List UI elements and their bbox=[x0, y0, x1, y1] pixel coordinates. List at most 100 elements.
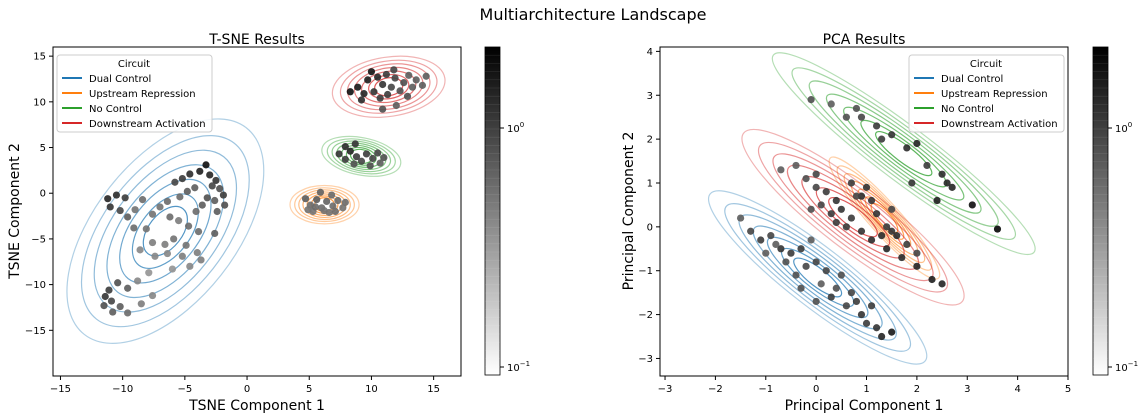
tsne-point-dual-control bbox=[131, 206, 139, 214]
pca-point-downstream-activation bbox=[878, 232, 886, 240]
tsne-point-downstream-activation bbox=[408, 83, 417, 91]
colorbar-label-1e0: 100 bbox=[507, 121, 524, 135]
pca-point-no-control bbox=[872, 122, 881, 130]
pca-point-downstream-activation bbox=[792, 161, 800, 170]
tsne-contour-no-control bbox=[321, 135, 402, 177]
tsne-point-downstream-activation bbox=[396, 87, 404, 95]
pca-point-downstream-activation bbox=[832, 196, 840, 205]
colorbar-label-1e-1: 10−1 bbox=[507, 360, 530, 374]
tsne-x-ticks: −15 −10 −5 0 5 10 15 bbox=[50, 376, 440, 395]
tsne-point-dual-control bbox=[208, 182, 216, 190]
tsne-point-dual-control bbox=[186, 170, 194, 178]
tsne-contour-downstream-activation bbox=[353, 66, 424, 107]
tsne-point-dual-control bbox=[176, 193, 184, 201]
pca-point-dual-control bbox=[888, 328, 896, 336]
pca-point-dual-control bbox=[782, 258, 790, 266]
pca-point-upstream-repression bbox=[903, 240, 911, 248]
legend-box bbox=[56, 54, 213, 133]
tsne-point-dual-control bbox=[133, 277, 142, 285]
pca-x-tick-label: −1 bbox=[758, 384, 773, 395]
pca-point-downstream-activation bbox=[837, 205, 845, 213]
tsne-legend: Circuit Dual Control Upstream Repression… bbox=[56, 54, 213, 133]
tsne-point-downstream-activation bbox=[392, 101, 400, 110]
pca-point-dual-control bbox=[787, 249, 795, 257]
pca-x-label: Principal Component 1 bbox=[785, 398, 944, 414]
tsne-point-dual-control bbox=[216, 185, 224, 193]
tsne-point-upstream-repression bbox=[341, 198, 349, 206]
tsne-contour-no-control bbox=[331, 140, 392, 173]
colorbar-label-1e0: 100 bbox=[1115, 121, 1132, 135]
tsne-point-downstream-activation bbox=[390, 66, 398, 74]
tsne-contour-dual-control bbox=[93, 149, 238, 313]
tsne-contour-upstream-repression bbox=[294, 187, 355, 223]
tsne-point-no-control bbox=[362, 150, 371, 158]
tsne-point-dual-control bbox=[191, 184, 199, 192]
tsne-point-dual-control bbox=[171, 178, 179, 186]
pca-x-tick-label: 0 bbox=[813, 384, 819, 395]
tsne-point-dual-control bbox=[163, 197, 172, 206]
pca-point-upstream-repression bbox=[883, 223, 891, 231]
tsne-point-dual-control bbox=[170, 235, 178, 243]
tsne-y-label: TSNE Component 2 bbox=[7, 143, 23, 280]
pca-point-dual-control bbox=[797, 245, 805, 253]
pca-point-downstream-activation bbox=[862, 183, 871, 191]
pca-x-ticks: −3 −2 −1 0 1 2 3 4 5 bbox=[658, 376, 1071, 395]
tsne-point-dual-control bbox=[105, 286, 113, 294]
tsne-point-downstream-activation bbox=[384, 90, 392, 99]
tsne-point-dual-control bbox=[192, 207, 200, 216]
pca-point-upstream-repression bbox=[872, 210, 881, 218]
pca-point-dual-control bbox=[757, 236, 765, 244]
tsne-x-tick-label: 15 bbox=[427, 384, 440, 395]
pca-point-no-control bbox=[842, 113, 850, 121]
pca-point-no-control bbox=[948, 183, 956, 191]
pca-contour-no-control bbox=[843, 106, 965, 201]
pca-y-tick-label: −3 bbox=[638, 354, 653, 365]
tsne-point-dual-control bbox=[197, 256, 205, 264]
pca-point-downstream-activation bbox=[812, 183, 820, 191]
tsne-point-downstream-activation bbox=[357, 96, 366, 104]
pca-point-downstream-activation bbox=[883, 245, 891, 253]
pca-y-ticks: −3 −2 −1 0 1 2 3 4 bbox=[638, 47, 660, 365]
tsne-point-dual-control bbox=[184, 222, 193, 230]
colorbar-gradient bbox=[484, 46, 501, 376]
pca-legend: Circuit Dual Control Upstream Repression… bbox=[908, 54, 1065, 133]
pca-point-no-control bbox=[938, 170, 946, 178]
tsne-point-upstream-repression bbox=[304, 206, 312, 214]
tsne-point-downstream-activation bbox=[367, 68, 376, 76]
pca-point-downstream-activation bbox=[913, 262, 921, 270]
tsne-x-tick-label: 0 bbox=[244, 384, 250, 395]
tsne-panel: T-SNE Results −15 −10 −5 0 5 10 15 −15 −10 −5 0 5 1… bbox=[7, 32, 530, 414]
pca-point-upstream-repression bbox=[847, 179, 856, 187]
tsne-point-upstream-repression bbox=[339, 204, 347, 212]
pca-point-dual-control bbox=[862, 319, 871, 327]
pca-point-no-control bbox=[968, 201, 976, 209]
tsne-y-tick-label: −10 bbox=[25, 280, 46, 291]
tsne-scatter-points bbox=[100, 66, 430, 317]
pca-point-dual-control bbox=[842, 302, 850, 310]
pca-point-no-control bbox=[888, 131, 896, 139]
tsne-point-dual-control bbox=[138, 196, 147, 204]
pca-point-dual-control bbox=[817, 280, 825, 288]
tsne-point-dual-control bbox=[194, 228, 203, 236]
pca-y-label: Principal Component 2 bbox=[621, 132, 637, 291]
tsne-point-downstream-activation bbox=[354, 83, 362, 91]
tsne-point-dual-control bbox=[178, 252, 186, 260]
pca-x-tick-label: 1 bbox=[863, 384, 869, 395]
pca-x-tick-label: 2 bbox=[914, 384, 920, 395]
legend-label-dual-control: Dual Control bbox=[941, 74, 1003, 85]
pca-y-tick-label: 1 bbox=[647, 178, 653, 189]
tsne-point-dual-control bbox=[203, 194, 211, 202]
tsne-contour-upstream-repression bbox=[289, 184, 360, 225]
pca-point-downstream-activation bbox=[802, 175, 810, 183]
tsne-point-dual-control bbox=[175, 217, 183, 225]
legend-label-downstream-activation: Downstream Activation bbox=[89, 119, 206, 130]
tsne-y-ticks: −15 −10 −5 0 5 10 15 bbox=[25, 52, 53, 337]
tsne-point-no-control bbox=[341, 143, 349, 151]
pca-point-downstream-activation bbox=[817, 201, 825, 209]
pca-contour-dual-control bbox=[707, 190, 928, 365]
pca-y-tick-label: −2 bbox=[638, 310, 653, 321]
tsne-point-downstream-activation bbox=[422, 72, 430, 80]
pca-plot-frame bbox=[659, 46, 1069, 377]
tsne-point-upstream-repression bbox=[316, 188, 325, 196]
tsne-point-downstream-activation bbox=[400, 79, 408, 87]
